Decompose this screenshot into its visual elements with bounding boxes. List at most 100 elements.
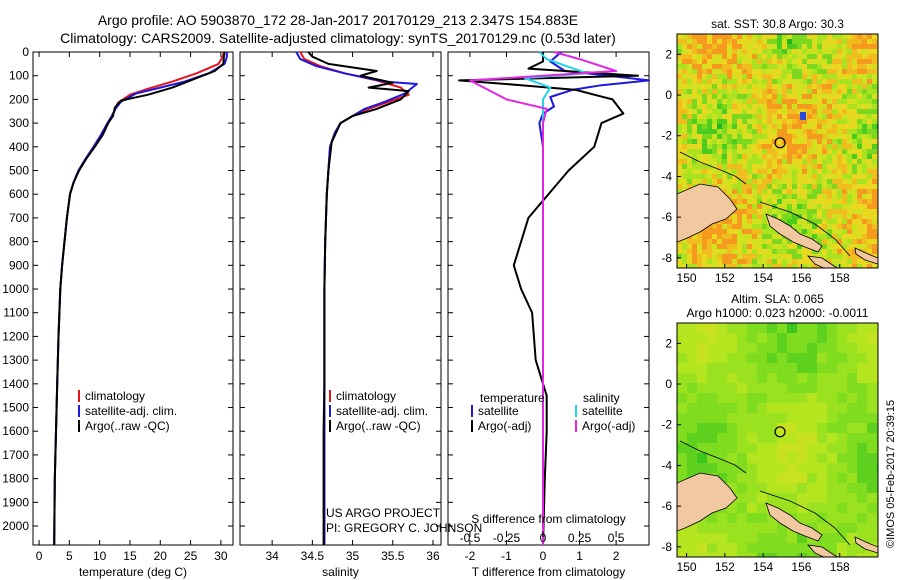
sst-cell	[722, 104, 727, 109]
sst-cell	[692, 254, 697, 259]
sst-cell	[732, 239, 737, 244]
sst-cell	[702, 159, 707, 164]
sst-cell	[842, 194, 847, 199]
sla-cell	[747, 423, 757, 433]
sst-cell	[692, 174, 697, 179]
sst-cell	[772, 244, 777, 249]
sst-cell	[792, 59, 797, 64]
sst-cell	[842, 249, 847, 254]
sla-cell	[827, 483, 837, 493]
sst-cell	[747, 129, 752, 134]
sst-cell	[867, 234, 872, 239]
sst-cell	[717, 239, 722, 244]
sst-cell	[812, 224, 817, 229]
sst-cell	[767, 189, 772, 194]
map-lat-label: -8	[661, 540, 672, 554]
sla-cell	[817, 533, 827, 543]
sst-cell	[837, 209, 842, 214]
sla-cell	[827, 533, 837, 543]
sst-cell	[832, 224, 837, 229]
sst-cell	[837, 199, 842, 204]
sst-cell	[872, 94, 877, 99]
sla-cell	[867, 413, 877, 423]
sst-cell	[757, 174, 762, 179]
sla-cell	[687, 393, 697, 403]
sst-cell	[682, 144, 687, 149]
sla-cell	[807, 443, 817, 453]
sst-cell	[807, 84, 812, 89]
sla-cell	[767, 493, 777, 503]
sst-cell	[787, 264, 792, 268]
sla-cell	[807, 353, 817, 363]
depth-tick-label: 700	[9, 211, 29, 225]
sst-cell	[737, 234, 742, 239]
sst-cell	[727, 219, 732, 224]
sst-cell	[712, 64, 717, 69]
sst-cell	[827, 224, 832, 229]
sst-cell	[852, 209, 857, 214]
sst-cell	[772, 174, 777, 179]
sst-cell	[802, 149, 807, 154]
sst-cell	[832, 109, 837, 114]
sla-cell	[717, 323, 727, 333]
sst-cell	[827, 194, 832, 199]
sla-cell	[797, 353, 807, 363]
sst-cell	[677, 179, 682, 184]
sst-cell	[757, 239, 762, 244]
sla-cell	[847, 553, 857, 557]
sst-cell	[772, 84, 777, 89]
sst-cell	[727, 89, 732, 94]
sst-cell	[727, 114, 732, 119]
sst-cell	[777, 34, 782, 39]
sla-cell	[817, 343, 827, 353]
sst-cell	[697, 239, 702, 244]
sst-cell	[752, 184, 757, 189]
sst-cell	[862, 199, 867, 204]
sla-cell	[777, 503, 787, 513]
sst-cell	[772, 184, 777, 189]
sst-cell	[837, 39, 842, 44]
sst-cell	[702, 84, 707, 89]
sst-cell	[722, 154, 727, 159]
sst-cell	[782, 169, 787, 174]
sla-cell	[847, 343, 857, 353]
sst-cell	[867, 244, 872, 249]
sst-cell	[742, 119, 747, 124]
sst-cell	[862, 234, 867, 239]
sst-cell	[682, 184, 687, 189]
sst-cell	[727, 94, 732, 99]
sst-cell	[852, 244, 857, 249]
sla-cell	[847, 473, 857, 483]
sst-cell	[812, 59, 817, 64]
sst-cell	[782, 174, 787, 179]
sst-cell	[732, 134, 737, 139]
sst-cell	[817, 224, 822, 229]
sst-cell	[697, 84, 702, 89]
sst-cell	[822, 139, 827, 144]
sst-cell	[857, 174, 862, 179]
sla-cell	[787, 473, 797, 483]
sst-cell	[872, 34, 877, 39]
sst-cell	[767, 59, 772, 64]
sst-cell	[807, 259, 812, 264]
sst-cell	[692, 84, 697, 89]
sst-cell	[837, 144, 842, 149]
sst-cell	[777, 69, 782, 74]
sst-cell	[757, 109, 762, 114]
sst-cell	[837, 219, 842, 224]
sst-cell	[722, 44, 727, 49]
sst-cell	[712, 119, 717, 124]
sst-cell	[697, 79, 702, 84]
sla-cell	[767, 553, 777, 557]
sla-cell	[707, 513, 717, 523]
sst-cell	[792, 194, 797, 199]
sst-cell	[812, 189, 817, 194]
sst-cell	[717, 34, 722, 39]
sst-cell	[712, 59, 717, 64]
sst-cell	[827, 59, 832, 64]
sst-cell	[867, 179, 872, 184]
sst-cell	[752, 104, 757, 109]
sla-cell	[687, 443, 697, 453]
sla-cell	[697, 443, 707, 453]
sst-cell	[757, 264, 762, 268]
